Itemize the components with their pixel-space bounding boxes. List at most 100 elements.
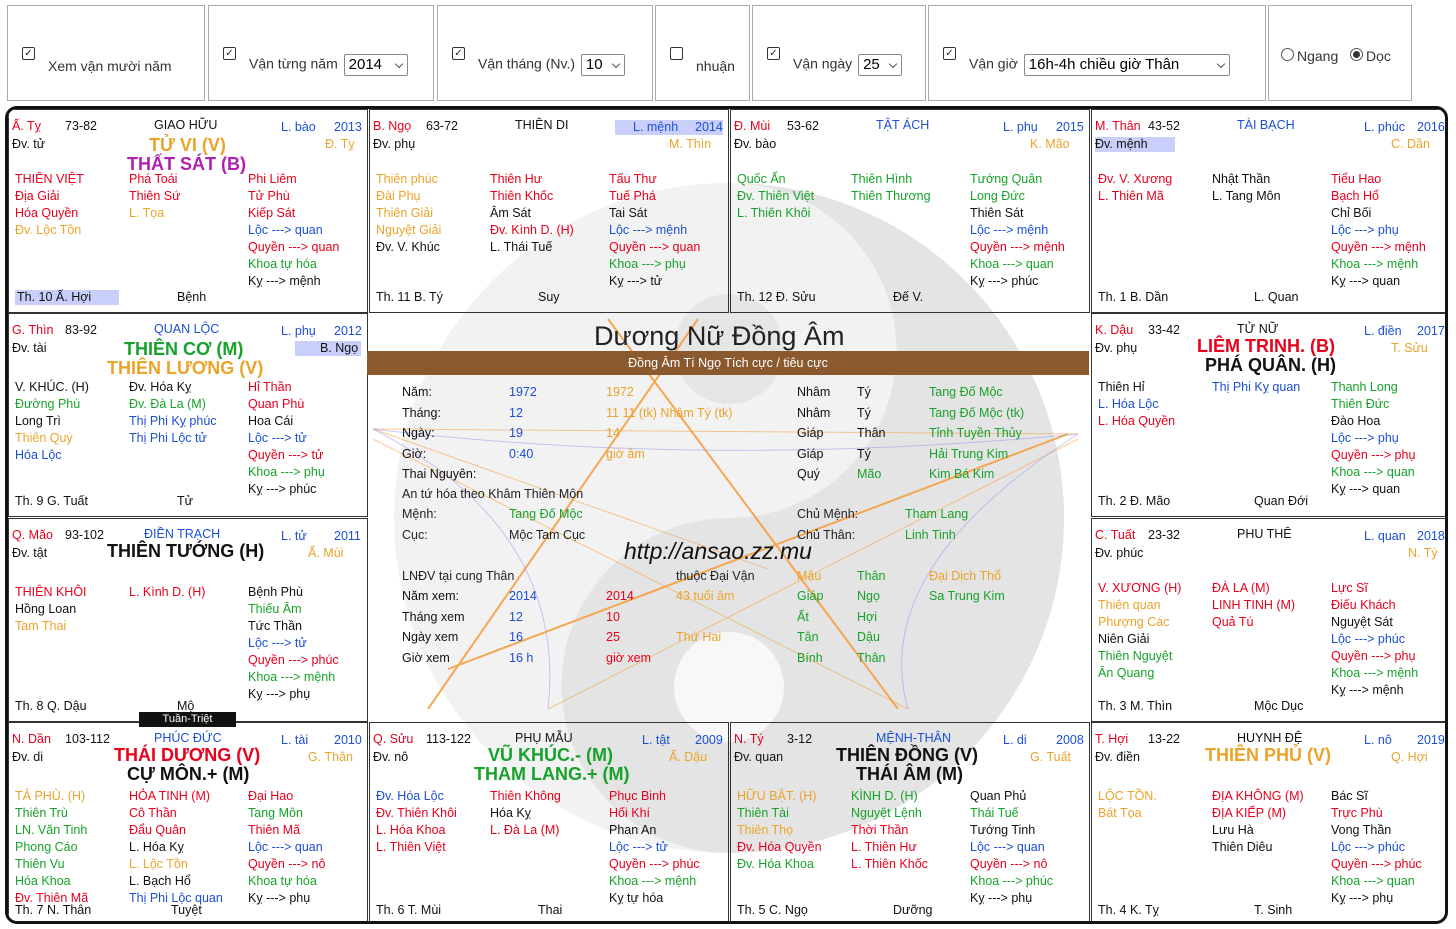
palace-dau[interactable]: K. Dậu 33-42 TỬ NỮ L. điền 2017 Đv. phụ T. Sửu… [1091, 313, 1445, 517]
palace-dai-van: Đv. mệnh [1095, 137, 1175, 152]
site-url[interactable]: http://ansao.zz.mu [624, 538, 812, 564]
radio-vertical[interactable] [1350, 48, 1363, 61]
label-year-group: Vận từng năm 2014 [249, 54, 408, 76]
chart-title: Dương Nữ Đồng Âm [594, 321, 845, 351]
star-col1: Ân Quang [1098, 666, 1155, 680]
palace-year: 2012 [334, 324, 362, 338]
star-col3: Kỵ ---> quan [1331, 274, 1401, 288]
tuan-triet-label: Tuần-Triệt [139, 712, 236, 727]
palace-luu-nien: L. nô [1364, 733, 1392, 747]
chu-than-label: Chủ Thân: [797, 528, 856, 542]
palace-year: 2009 [695, 733, 723, 747]
star-col2: L. Tang Môn [1212, 189, 1281, 203]
palace-age-range: 13-22 [1148, 732, 1180, 746]
palace-ty2[interactable]: N. Tý 3-12 MỆNH-THÂN L. di 2008 Đv. quan G. Tu… [730, 722, 1090, 921]
view-cell: Ất [797, 609, 809, 624]
palace-house-name: QUAN LỘC [154, 322, 220, 336]
view-cell: 43 tuổi âm [676, 589, 735, 603]
palace-ty[interactable]: Ấ. Tỵ 73-82 GIAO HỮU L. bào 2013 Đv. tử Đ. Tỵ T… [8, 109, 368, 313]
star-col3: Quan Phù [248, 397, 305, 411]
star-col3: Thanh Long [1331, 380, 1398, 394]
star-col3: Lộc ---> quan [248, 840, 323, 854]
palace-footer-left: Th. 8 Q. Dậu [15, 699, 87, 713]
palace-than[interactable]: M. Thân 43-52 TÀI BẠCH L. phúc 2016 Đv. mệnh C… [1091, 109, 1445, 313]
checkbox-hour[interactable]: ✓ [943, 47, 956, 60]
palace-tuat[interactable]: C. Tuất 23-32 PHU THÊ L. quan 2018 Đv. phúc N.… [1091, 518, 1445, 722]
star-col2: L. Lộc Tồn [129, 857, 188, 871]
banner-text: Đồng Âm Tí Ngọ Tích cực / tiêu cực [628, 356, 828, 370]
palace-luu-nien: L. bào [281, 120, 316, 134]
palace-age-range: 23-32 [1148, 528, 1180, 542]
palace-year: 2013 [334, 120, 362, 134]
checkbox-year[interactable]: ✓ [223, 47, 236, 60]
star-col1: Hóa Khoa [15, 874, 71, 888]
palace-luu-nien: L. phúc [1364, 120, 1406, 134]
view-cell: 2014 [509, 589, 537, 603]
palace-age-range: 53-62 [787, 119, 819, 133]
view-cell: Giờ xem [402, 650, 450, 665]
checkbox-leap[interactable] [670, 47, 683, 60]
palace-mao[interactable]: Q. Mão 93-102 ĐIỀN TRẠCH L. tử 2011 Đv. tật Ấ.… [8, 518, 368, 722]
star-col3: Bạch Hổ [1331, 189, 1379, 203]
main-star: THIÊN TƯỚNG (H) [107, 541, 265, 561]
palace-luu-nien: L. điền [1364, 324, 1402, 338]
checkbox-decade[interactable]: ✓ [22, 47, 35, 60]
view-cell: Tân [797, 630, 819, 644]
info-cell: Tý [857, 385, 871, 399]
star-col3: Quyền ---> nô [248, 857, 326, 871]
info-cell: Tý [857, 446, 871, 461]
star-col3: Tai Sát [609, 206, 648, 220]
star-col3: Quan Phủ [970, 789, 1027, 803]
palace-suu[interactable]: Q. Sửu 113-122 PHỤ MẪU L. tật 2009 Đv. nô Ấ. D… [369, 722, 729, 921]
star-col3: Kỵ ---> mệnh [1331, 683, 1404, 697]
star-col2: Thiên Hư [490, 172, 543, 186]
star-col3: Phan An [609, 823, 657, 837]
star-col2: Thời Thần [851, 823, 909, 837]
info-cell: Nhâm [797, 385, 831, 399]
info-cell: Tang Đố Mộc (tk) [929, 405, 1025, 420]
select-month[interactable]: 10 [580, 54, 625, 76]
star-col2: ĐỊA KIẾP (M) [1212, 806, 1287, 820]
star-col3: Quyền ---> phúc [248, 653, 339, 667]
star-col3: Hoa Cái [248, 414, 294, 428]
star-col2: Lưu Hà [1212, 823, 1254, 837]
palace-thin[interactable]: G. Thìn 83-92 QUAN LỘC L. phụ 2012 Đv. tài B. … [8, 313, 368, 517]
star-col3: Thiếu Âm [248, 602, 302, 616]
palace-hoi[interactable]: T. Hợi 13-22 HUYNH ĐỆ L. nô 2019 Đv. điền Q. H… [1091, 722, 1445, 921]
view-cell: Tháng xem [402, 609, 465, 624]
star-col1: L. Hóa Khoa [376, 823, 446, 837]
star-col3: Kỵ ---> phụ [1331, 891, 1394, 905]
select-day[interactable]: 25 [858, 54, 903, 76]
star-col3: Khoa ---> quan [1331, 465, 1415, 479]
center-panel: Dương Nữ Đồng Âm Đồng Âm Tí Ngọ Tích cực… [367, 313, 1091, 722]
star-col2: Nhật Thần [1212, 172, 1271, 186]
star-col1: Đường Phù [15, 397, 81, 411]
view-cell: Ngọ [857, 589, 880, 603]
checkbox-month[interactable]: ✓ [452, 47, 465, 60]
star-col3: Lộc ---> tử [609, 840, 668, 854]
star-col1: Phượng Các [1098, 615, 1170, 629]
star-col1: LN. Văn Tinh [15, 823, 88, 837]
menh-value: Tang Đố Mộc [509, 507, 583, 521]
select-hour[interactable]: 16h-4h chiều giờ Thân [1023, 54, 1230, 76]
star-col1: V. KHÚC. (H) [15, 380, 89, 394]
palace-dai-van-2: G. Tuất [1030, 750, 1071, 764]
palace-dan[interactable]: N. Dần 103-112 PHÚC ĐỨC L. tài 2010 Đv. di G. … [8, 722, 368, 921]
palace-house-name: PHÚC ĐỨC [154, 731, 222, 745]
palace-ngo[interactable]: B. Ngọ 63-72 THIÊN DI L. mệnh 2014 Đv. phụ M. … [369, 109, 729, 313]
checkbox-day[interactable]: ✓ [767, 47, 780, 60]
radio-horizontal[interactable] [1281, 48, 1294, 61]
star-col3: Lộc ---> phúc [1331, 840, 1405, 854]
palace-mui[interactable]: Đ. Mùi 53-62 TẬT ÁCH L. phụ 2015 Đv. bào K. Mã… [730, 109, 1090, 313]
star-col3: Phi Liêm [248, 172, 297, 186]
label-year: Vận từng năm [249, 55, 338, 72]
star-col1: Thiên phúc [376, 172, 438, 186]
star-col3: Lộc ---> phụ [1331, 223, 1399, 237]
select-year[interactable]: 2014 [343, 54, 408, 76]
star-col2: Thiên Khốc [490, 189, 554, 203]
label-decade: Xem vận mười năm [48, 58, 172, 74]
palace-age-range: 63-72 [426, 119, 458, 133]
star-col2: Thiên Diêu [1212, 840, 1273, 854]
star-col3: Quyền ---> quan [609, 240, 701, 254]
star-col2: L. Kình D. (H) [129, 585, 206, 599]
